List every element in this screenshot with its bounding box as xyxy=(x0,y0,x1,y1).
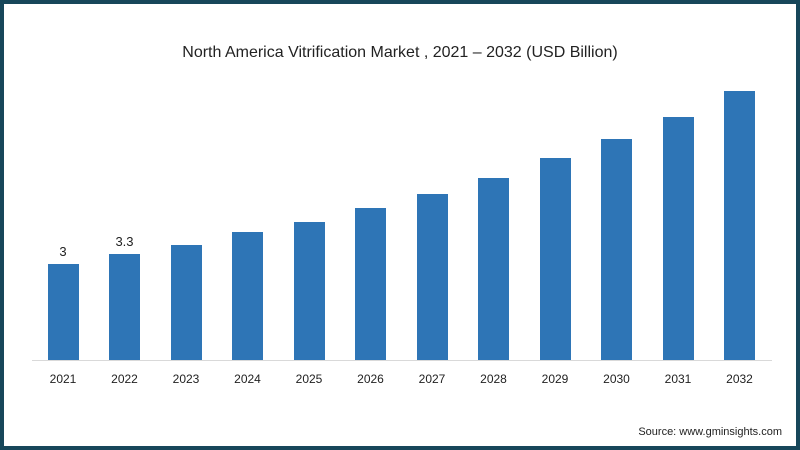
x-tick-label: 2030 xyxy=(603,372,630,386)
x-tick-label: 2029 xyxy=(541,372,569,386)
x-tick-label: 2025 xyxy=(295,372,323,386)
x-tick-label: 2023 xyxy=(172,372,200,386)
x-tick-label: 2027 xyxy=(418,372,446,386)
bar-2028 xyxy=(478,177,509,360)
bar-2024 xyxy=(232,232,263,360)
x-tick-label: 2021 xyxy=(49,372,77,386)
bar-2027 xyxy=(416,193,448,360)
bar-2030 xyxy=(601,139,632,360)
x-tick-label: 2024 xyxy=(234,372,261,386)
bar-2022 xyxy=(109,254,140,360)
x-tick-label: 2028 xyxy=(480,372,507,386)
x-tick-label: 2022 xyxy=(111,372,138,386)
x-axis-line xyxy=(32,360,772,361)
bar-2032 xyxy=(724,91,755,360)
bar-2025 xyxy=(293,222,325,360)
data-label: 3 xyxy=(59,244,67,259)
source-note: Source: www.gminsights.com xyxy=(638,426,782,438)
bar-2029 xyxy=(539,158,571,360)
x-tick-label: 2026 xyxy=(357,372,384,386)
x-tick-label: 2032 xyxy=(726,372,753,386)
bar-2031 xyxy=(662,116,694,360)
bar-2026 xyxy=(355,208,386,360)
bar-2023 xyxy=(170,244,202,360)
data-label: 3.3 xyxy=(115,234,134,250)
bar-2021 xyxy=(47,264,79,360)
chart-title: North America Vitrification Market , 202… xyxy=(182,44,618,61)
x-tick-label: 2031 xyxy=(664,372,692,386)
